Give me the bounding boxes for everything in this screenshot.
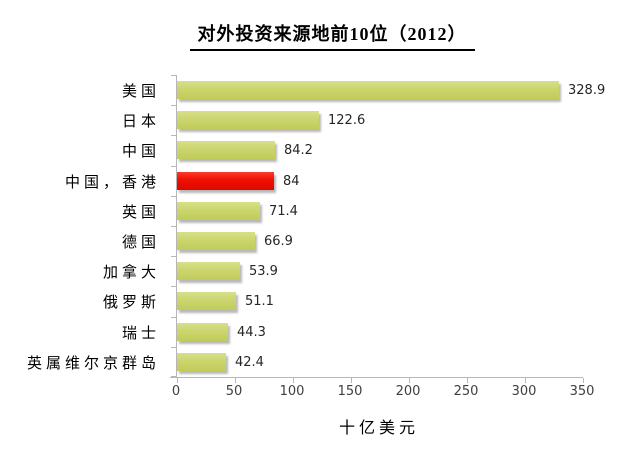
bar-row: 英国 71.4 — [0, 196, 630, 226]
category-label: 英属维尔京群岛 — [26, 355, 160, 372]
y-axis-tick — [171, 286, 176, 287]
x-axis-tick — [525, 378, 526, 383]
bar-row: 加拿大 53.9 — [0, 256, 630, 286]
value-label: 122.6 — [328, 112, 366, 128]
bar-row: 中国，香港 84 — [0, 166, 630, 196]
bar — [177, 202, 260, 220]
bar — [177, 323, 228, 341]
plot-area — [170, 75, 584, 383]
value-label: 51.1 — [245, 293, 274, 309]
x-axis-tick — [467, 378, 468, 383]
x-axis-extension — [170, 377, 177, 378]
category-label: 日本 — [121, 113, 160, 130]
x-axis-tick-label: 250 — [453, 384, 479, 399]
chart-title: 对外投资来源地前10位（2012） — [0, 20, 630, 51]
y-axis-tick — [171, 75, 176, 76]
x-axis-tick-label: 0 — [171, 384, 181, 399]
bar — [177, 232, 255, 250]
category-label: 德国 — [121, 234, 160, 251]
bar-row: 美国 328.9 — [0, 75, 630, 105]
value-label: 84.2 — [284, 142, 313, 158]
category-label: 中国 — [121, 143, 160, 160]
bar — [177, 81, 559, 99]
y-axis-tick — [171, 376, 176, 377]
x-axis-label: 十亿美元 — [338, 420, 419, 437]
x-axis-tick — [583, 378, 584, 383]
x-axis-tick-label: 300 — [511, 384, 537, 399]
y-axis-tick — [171, 105, 176, 106]
x-axis-tick-label: 100 — [279, 384, 305, 399]
x-axis-tick-labels: 0 50 100 150 200 250 300 350 — [172, 384, 595, 400]
category-label: 美国 — [121, 83, 160, 100]
value-label: 328.9 — [568, 82, 606, 98]
value-label: 44.3 — [237, 324, 266, 340]
y-axis-tick — [171, 135, 176, 136]
bar-row: 日本 122.6 — [0, 105, 630, 135]
bar-highlighted — [177, 172, 274, 190]
bar-row: 英属维尔京群岛 42.4 — [0, 347, 630, 377]
value-label: 66.9 — [264, 233, 293, 249]
x-axis-tick-label: 200 — [395, 384, 421, 399]
y-axis-tick — [171, 166, 176, 167]
chart-title-text: 对外投资来源地前10位（2012） — [189, 20, 475, 51]
bar-row: 中国 84.2 — [0, 135, 630, 165]
value-label: 53.9 — [249, 263, 278, 279]
x-axis-tick — [351, 378, 352, 383]
value-label: 71.4 — [269, 203, 298, 219]
value-label: 42.4 — [235, 354, 264, 370]
category-label: 俄罗斯 — [102, 294, 160, 311]
y-axis-tick — [171, 256, 176, 257]
bar-row: 德国 66.9 — [0, 226, 630, 256]
category-label: 英国 — [121, 204, 160, 221]
x-axis-tick-label: 150 — [337, 384, 363, 399]
bar-chart: 美国 328.9 日本 122.6 中国 84.2 中国，香港 84 英国 71.4 德国 66.9 加… — [0, 75, 630, 383]
category-label: 中国，香港 — [64, 174, 160, 191]
x-axis-tick — [293, 378, 294, 383]
bar — [177, 262, 240, 280]
category-label: 加拿大 — [102, 264, 160, 281]
value-label: 84 — [283, 173, 300, 189]
bar — [177, 111, 319, 129]
bar — [177, 141, 275, 159]
bar-row: 俄罗斯 51.1 — [0, 286, 630, 316]
y-axis-tick — [171, 347, 176, 348]
x-axis-tick — [409, 378, 410, 383]
y-axis-tick — [171, 226, 176, 227]
x-axis-tick-label: 350 — [569, 384, 595, 399]
bar — [177, 292, 236, 310]
x-axis-tick — [177, 378, 178, 383]
x-axis-tick — [235, 378, 236, 383]
x-axis-tick-label: 50 — [225, 384, 243, 399]
bar — [177, 353, 226, 371]
category-label: 瑞士 — [121, 325, 160, 342]
y-axis-tick — [171, 196, 176, 197]
bar-row: 瑞士 44.3 — [0, 317, 630, 347]
y-axis-tick — [171, 317, 176, 318]
